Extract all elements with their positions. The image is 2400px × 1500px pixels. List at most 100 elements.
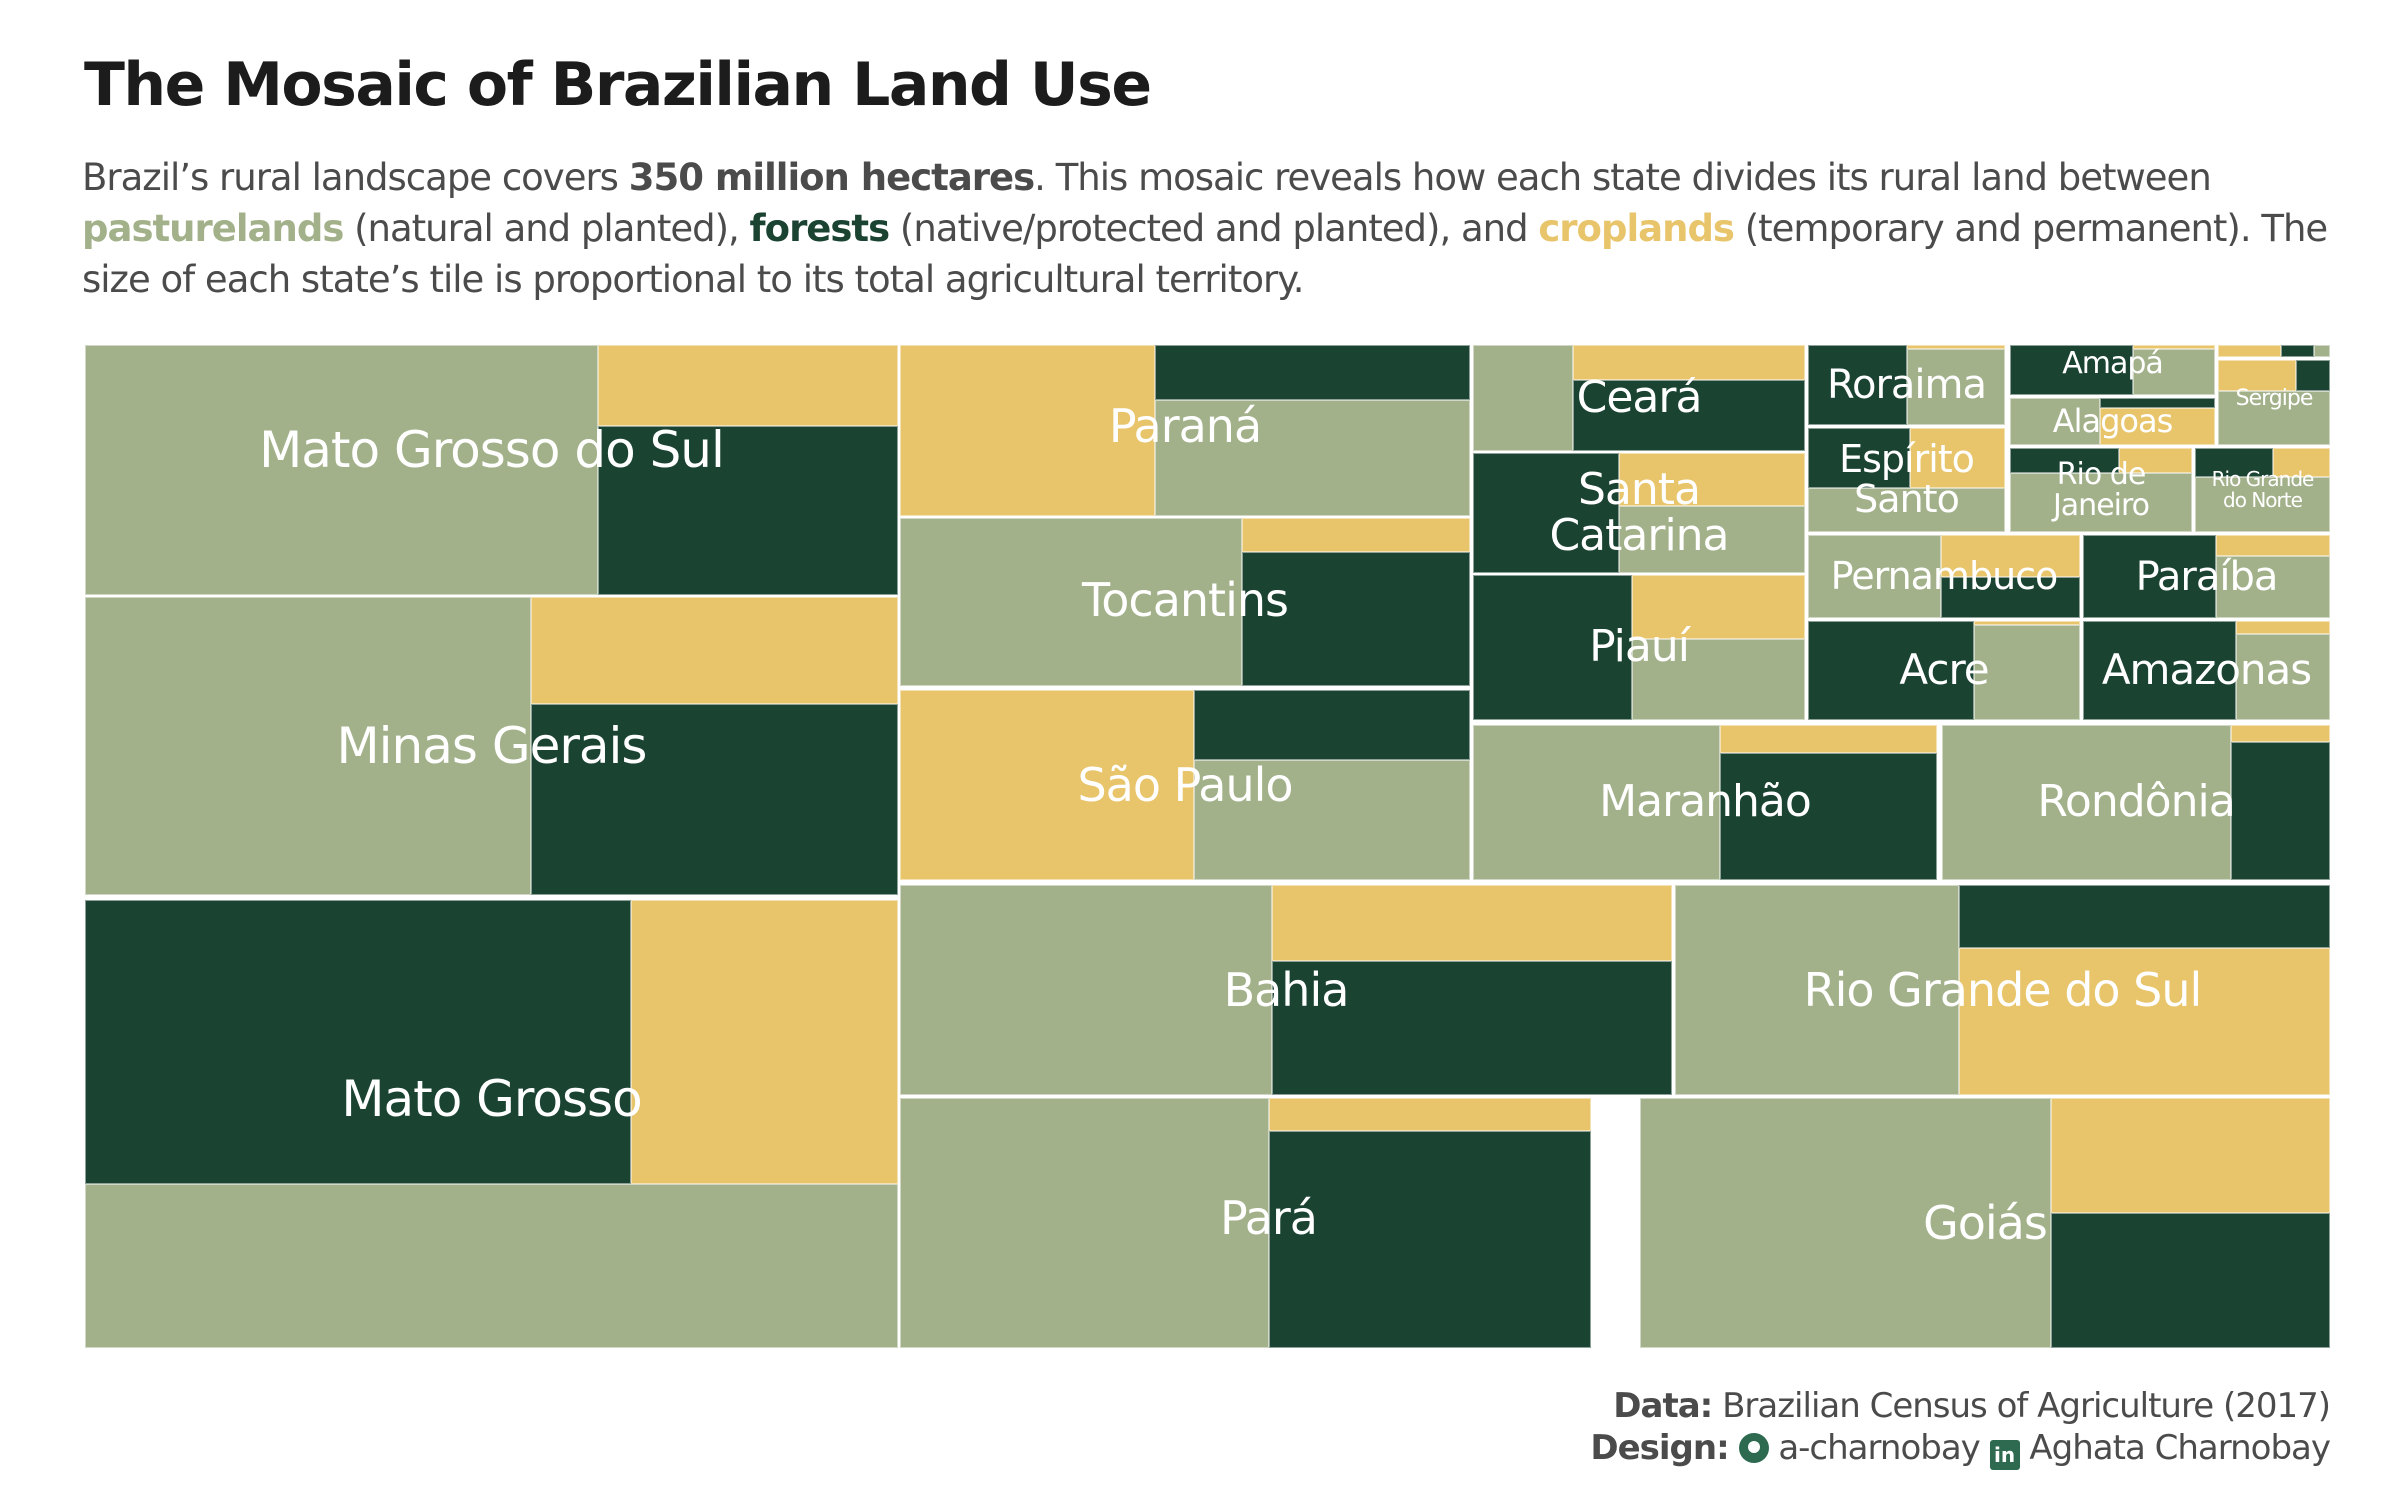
tile-espirito-santo: Espírito Santo [1808, 428, 2005, 532]
design-label: Design: [1590, 1428, 1729, 1468]
segment-crop [2216, 535, 2330, 556]
segment-forest [2010, 448, 2120, 474]
tile-sao-paulo: São Paulo [900, 690, 1470, 880]
segment-forest [1155, 345, 1470, 400]
chart-title: The Mosaic of Brazilian Land Use [84, 50, 1152, 120]
segment-crop [1973, 621, 2080, 625]
subtitle-text: (temporary and permanent). The size of e… [82, 207, 2328, 301]
segment-pasture [900, 518, 1242, 686]
segment-crop [2218, 360, 2297, 391]
segment-crop [1268, 1098, 1592, 1131]
segment-pasture [2218, 390, 2330, 445]
tile-distrito-federal [2218, 345, 2330, 357]
tile-mato-grosso-do-sul: Mato Grosso do Sul [85, 345, 898, 595]
legend-forests: forests [749, 207, 891, 250]
segment-forest [1193, 690, 1470, 761]
segment-crop [1272, 885, 1672, 961]
subtitle-text: (natural and planted), [343, 207, 750, 250]
segment-forest [1473, 575, 1633, 720]
segment-forest [2083, 621, 2237, 720]
github-icon [1738, 1433, 1769, 1463]
tile-pernambuco: Pernambuco [1808, 535, 2080, 618]
legend-croplands: croplands [1538, 207, 1735, 250]
segment-pasture [1639, 1098, 2052, 1348]
segment-pasture [85, 1184, 898, 1348]
segment-forest [1959, 885, 2330, 948]
segment-crop [2133, 345, 2215, 349]
segment-pasture [2314, 345, 2330, 357]
segment-forest [1808, 345, 1907, 425]
segment-forest [2051, 1213, 2330, 1348]
tile-santa-catarina: Santa Catarina [1473, 453, 1805, 573]
linkedin-icon: in [1989, 1440, 2020, 1470]
segment-pasture [1155, 399, 1470, 516]
segment-pasture [1473, 725, 1721, 880]
segment-crop [598, 345, 898, 427]
tile-bahia: Bahia [900, 885, 1672, 1095]
linkedin-name[interactable]: Aghata Charnobay [2029, 1428, 2331, 1468]
tile-tocantins: Tocantins [900, 518, 1470, 686]
data-source: Brazilian Census of Agriculture (2017) [1722, 1386, 2331, 1426]
data-credit: Data: Brazilian Census of Agriculture (2… [1590, 1385, 2331, 1427]
tile-paraiba: Paraíba [2083, 535, 2330, 618]
tile-amazonas: Amazonas [2083, 621, 2330, 720]
tile-acre: Acre [1808, 621, 2080, 720]
design-credit: Design: a-charnobay in Aghata Charnobay [1590, 1427, 2331, 1470]
segment-forest [1272, 960, 1672, 1095]
segment-crop [1632, 575, 1805, 639]
tile-alagoas: Alagoas [2010, 397, 2215, 445]
segment-crop [2119, 448, 2192, 474]
segment-crop [631, 900, 898, 1185]
segment-pasture [900, 885, 1273, 1095]
segment-crop [1242, 518, 1470, 552]
segment-forest [2100, 397, 2215, 408]
segment-crop [1906, 345, 2005, 349]
segment-forest [530, 704, 898, 895]
segment-pasture [1808, 535, 1942, 618]
tile-parana: Paraná [900, 345, 1470, 516]
segment-pasture [85, 597, 531, 895]
segment-crop [1720, 725, 1937, 753]
segment-pasture [2194, 477, 2330, 532]
segment-crop [2051, 1098, 2330, 1213]
segment-crop [2218, 345, 2281, 357]
tile-rio-de-janeiro: Rio de Janeiro [2010, 448, 2192, 532]
segment-forest [1473, 453, 1620, 573]
tile-roraima: Roraima [1808, 345, 2005, 425]
segment-forest [1242, 551, 1470, 686]
segment-forest [2231, 742, 2330, 880]
tile-piaui: Piauí [1473, 575, 1805, 720]
segment-crop [1941, 535, 2080, 577]
tile-ceara: Ceará [1473, 345, 1805, 451]
segment-forest [2296, 360, 2330, 391]
segment-pasture [1942, 725, 2232, 880]
tile-sergipe: Sergipe [2218, 360, 2330, 445]
segment-pasture [1906, 349, 2005, 425]
credits: Data: Brazilian Census of Agriculture (2… [1590, 1385, 2331, 1470]
segment-crop [530, 597, 898, 705]
segment-pasture [2010, 397, 2101, 445]
tile-amapa: Amapá [2010, 345, 2215, 395]
segment-forest [1720, 752, 1937, 880]
segment-forest [598, 426, 898, 595]
segment-forest [1572, 379, 1805, 451]
segment-crop [900, 345, 1156, 516]
tile-para: Pará [900, 1098, 1637, 1348]
segment-pasture [1632, 638, 1805, 720]
subtitle-total: 350 million hectares [628, 156, 1035, 199]
segment-crop [2273, 448, 2330, 478]
segment-crop [900, 690, 1194, 880]
segment-pasture [1619, 505, 1805, 573]
segment-crop [1959, 948, 2330, 1095]
treemap-chart: Mato Grosso do Sul Minas Gerais Mato Gross… [85, 345, 2330, 1348]
segment-forest [1808, 621, 1974, 720]
segment-pasture [1973, 624, 2080, 720]
github-handle[interactable]: a-charnobay [1778, 1428, 1980, 1468]
segment-pasture [1473, 345, 1573, 451]
segment-forest [85, 900, 632, 1185]
tile-rio-grande-do-norte: Rio Grande do Norte [2194, 448, 2330, 532]
segment-crop [2231, 725, 2330, 743]
segment-forest [1808, 428, 1911, 489]
segment-pasture [2216, 555, 2330, 618]
tile-maranhao: Maranhão [1473, 725, 1937, 880]
